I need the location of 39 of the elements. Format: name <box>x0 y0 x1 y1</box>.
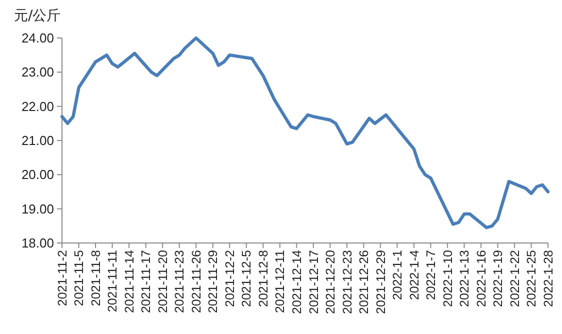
x-tick-label: 2021-11-2 <box>55 250 70 306</box>
x-tick-label: 2022-1-13 <box>458 250 472 307</box>
x-tick-label: 2022-1-25 <box>524 250 539 307</box>
x-tick-label: 2021-12-5 <box>240 250 254 307</box>
y-tick-label: 21.00 <box>21 133 54 148</box>
x-tick-label: 2022-1-19 <box>491 250 506 307</box>
x-tick-label: 2021-11-23 <box>172 250 187 314</box>
x-tick-label: 2021-11-20 <box>156 250 170 314</box>
x-tick-label: 2021-11-29 <box>206 250 220 314</box>
x-tick-label: 2022-1-1 <box>390 250 405 300</box>
x-tick-label: 2021-11-5 <box>72 250 86 306</box>
x-tick-label: 2022-1-22 <box>508 250 522 307</box>
x-tick-label: 2021-12-17 <box>306 250 321 314</box>
x-tick-label: 2022-1-4 <box>407 250 422 300</box>
x-tick-label: 2021-12-26 <box>357 250 372 314</box>
x-tick-label: 2021-12-20 <box>324 250 338 314</box>
x-tick-label: 2021-12-29 <box>374 250 388 314</box>
y-tick-label: 18.00 <box>21 236 54 251</box>
x-tick-label: 2021-12-14 <box>290 250 304 314</box>
x-tick-label: 2021-12-23 <box>340 250 354 314</box>
y-tick-label: 23.00 <box>21 64 54 80</box>
x-tick-label: 2021-11-8 <box>88 250 103 306</box>
x-tick-label: 2021-12-8 <box>256 250 270 307</box>
x-tick-label: 2022-1-16 <box>474 250 488 307</box>
y-axis-title: 元/公斤 <box>14 8 61 24</box>
y-tick-label: 22.00 <box>21 98 54 114</box>
x-tick-label: 2021-11-26 <box>189 250 204 314</box>
x-tick-label: 2021-11-14 <box>122 250 136 314</box>
x-tick-label: 2021-11-17 <box>139 250 154 314</box>
y-tick-label: 20.00 <box>21 167 54 182</box>
x-tick-label: 2022-1-10 <box>440 250 455 307</box>
line-series <box>60 36 550 230</box>
x-tick-label: 2021-11-11 <box>106 250 120 312</box>
y-tick-label: 24.00 <box>21 30 54 46</box>
x-tick-label: 2021-12-11 <box>273 250 288 314</box>
y-tick-label: 19.00 <box>21 201 54 216</box>
x-tick-label: 2021-12-2 <box>222 250 237 307</box>
x-tick-label: 2022-1-28 <box>541 250 556 307</box>
x-tick-label: 2022-1-7 <box>424 250 438 300</box>
